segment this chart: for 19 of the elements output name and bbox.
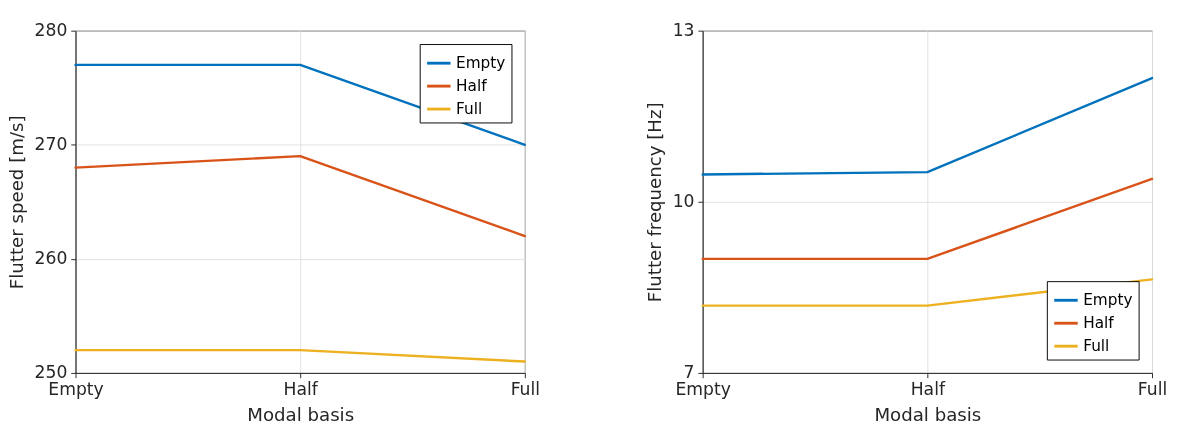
legend-label: Empty xyxy=(1083,291,1133,310)
y-tick-label: 270 xyxy=(34,134,68,155)
y-axis-title: Flutter frequency [Hz] xyxy=(644,102,666,303)
x-tick-label: Half xyxy=(910,379,946,400)
x-tick-label: Full xyxy=(510,379,541,400)
y-tick-label: 260 xyxy=(34,248,68,269)
y-tick-label: 280 xyxy=(34,19,68,40)
y-axis-title: Flutter speed [m/s] xyxy=(6,115,28,290)
legend-label: Half xyxy=(456,76,488,95)
legend-label: Full xyxy=(456,99,483,118)
y-tick-label: 13 xyxy=(672,19,695,40)
legend-label: Half xyxy=(1083,314,1115,333)
legend-label: Full xyxy=(1083,336,1110,355)
x-tick-label: Half xyxy=(283,379,319,400)
x-tick-label: Full xyxy=(1137,379,1168,400)
legend-label: Empty xyxy=(456,53,506,72)
x-axis-title: Modal basis xyxy=(874,404,982,426)
y-tick-label: 10 xyxy=(672,191,695,212)
x-axis-title: Modal basis xyxy=(247,404,355,426)
